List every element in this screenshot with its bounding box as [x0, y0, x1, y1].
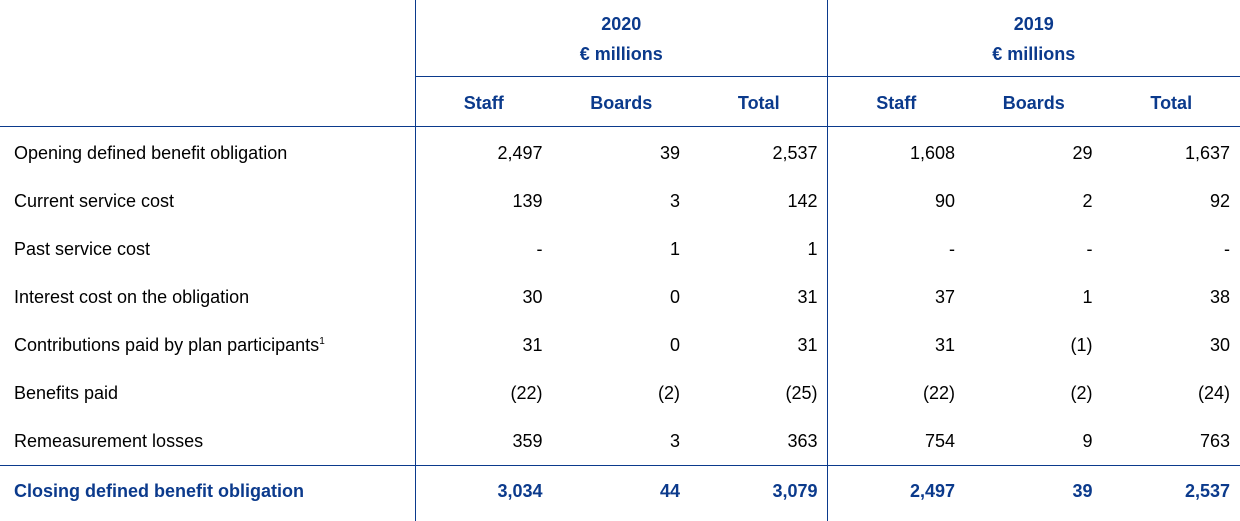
- cell: (25): [785, 383, 818, 403]
- column-header: Boards: [1002, 93, 1065, 113]
- group-year: 2020: [601, 14, 642, 34]
- cell: 1,608: [909, 143, 955, 163]
- cell: 2,537: [772, 143, 818, 163]
- row-label: Interest cost on the obligation: [14, 287, 250, 307]
- cell: -: [1086, 239, 1093, 259]
- cell: -: [949, 239, 955, 259]
- cell: 31: [797, 287, 818, 307]
- cell: 3,034: [497, 481, 543, 501]
- cell: -: [536, 239, 543, 259]
- cell: 92: [1209, 191, 1230, 211]
- cell: 3,079: [772, 481, 818, 501]
- cell: 1,637: [1184, 143, 1230, 163]
- row-label: Remeasurement losses: [14, 431, 204, 451]
- cell: 363: [787, 431, 818, 451]
- cell: 90: [934, 191, 955, 211]
- cell: (2): [658, 383, 680, 403]
- cell: -: [1224, 239, 1230, 259]
- row-label: Current service cost: [14, 191, 175, 211]
- cell: (2): [1070, 383, 1093, 403]
- cell: 2: [1082, 191, 1093, 211]
- divider: [415, 0, 416, 521]
- cell: 1: [1082, 287, 1093, 307]
- divider: [827, 0, 828, 521]
- cell: 1: [807, 239, 818, 259]
- cell: 3: [669, 191, 680, 211]
- cell: (22): [510, 383, 543, 403]
- column-header: Staff: [463, 93, 504, 113]
- divider: [0, 465, 1240, 466]
- cell: 44: [659, 481, 680, 501]
- cell: 31: [797, 335, 818, 355]
- cell: 38: [1209, 287, 1230, 307]
- cell: 2,497: [497, 143, 543, 163]
- cell: 359: [512, 431, 543, 451]
- group-unit: € millions: [992, 44, 1076, 64]
- cell: 763: [1199, 431, 1230, 451]
- cell: (1): [1070, 335, 1093, 355]
- column-header: Total: [737, 93, 780, 113]
- row-label: Opening defined benefit obligation: [14, 143, 288, 163]
- divider: [0, 126, 1240, 127]
- cell: 29: [1072, 143, 1093, 163]
- cell: 754: [924, 431, 955, 451]
- cell: 31: [934, 335, 955, 355]
- cell: 0: [669, 287, 680, 307]
- cell: 31: [522, 335, 543, 355]
- cell: 142: [787, 191, 818, 211]
- divider: [415, 76, 1240, 77]
- cell: 39: [1072, 481, 1093, 501]
- column-header: Total: [1150, 93, 1193, 113]
- cell: 30: [1209, 335, 1230, 355]
- cell: 30: [522, 287, 543, 307]
- cell: 39: [659, 143, 680, 163]
- row-label: Contributions paid by plan participants1: [14, 335, 325, 355]
- cell: 2,537: [1184, 481, 1230, 501]
- cell: 3: [669, 431, 680, 451]
- cell: 37: [934, 287, 955, 307]
- cell: 139: [512, 191, 543, 211]
- cell: 0: [669, 335, 680, 355]
- group-year: 2019: [1013, 14, 1054, 34]
- row-label: Closing defined benefit obligation: [14, 481, 304, 501]
- column-header: Boards: [590, 93, 653, 113]
- group-unit: € millions: [579, 44, 663, 64]
- footnote-marker: 1: [319, 336, 325, 347]
- cell: 2,497: [909, 481, 955, 501]
- cell: 9: [1082, 431, 1093, 451]
- cell: 1: [669, 239, 680, 259]
- cell: (22): [922, 383, 955, 403]
- row-label: Past service cost: [14, 239, 151, 259]
- column-header: Staff: [876, 93, 917, 113]
- row-label: Benefits paid: [14, 383, 119, 403]
- cell: (24): [1197, 383, 1230, 403]
